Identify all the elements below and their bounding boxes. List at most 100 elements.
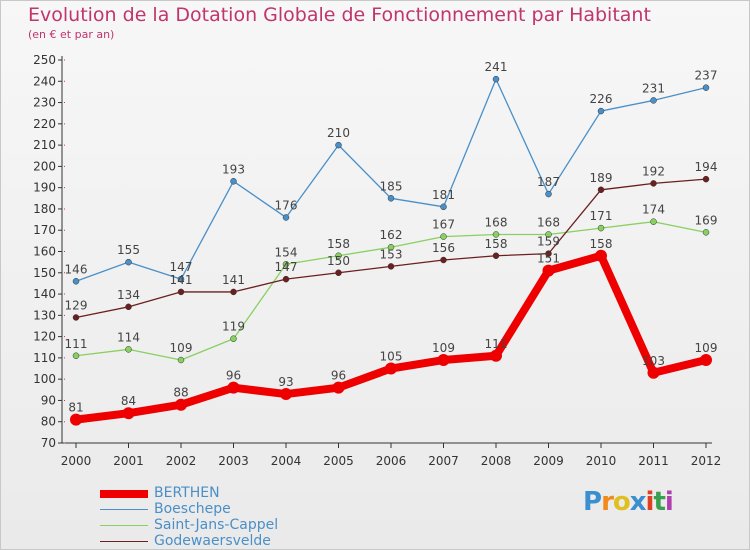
data-label: 168 [537,215,560,229]
data-label: 237 [695,69,718,83]
data-label: 171 [590,209,613,223]
data-label: 114 [117,330,140,344]
legend-label-godewaersvelde: Godewaersvelde [154,533,271,549]
data-point [280,388,292,401]
data-label: 93 [278,375,293,389]
chart-subtitle: (en € et par an) [28,28,115,41]
legend-label-saint-jans-cappel: Saint-Jans-Cappel [154,517,279,533]
data-label: 189 [590,171,613,185]
legend-swatch-boeschepe [100,509,148,510]
x-tick-label: 2005 [323,454,354,468]
x-tick-label: 2011 [638,454,669,468]
data-point [437,354,450,367]
y-tick-label: 140 [33,287,56,301]
data-label: 192 [642,164,665,178]
y-tick-label: 80 [41,415,56,429]
data-label: 185 [380,179,403,193]
data-label: 174 [642,203,665,217]
data-label: 231 [642,81,665,95]
data-point [492,231,500,238]
data-point [700,354,712,367]
data-point [650,97,657,104]
data-point [122,407,135,420]
data-label: 147 [170,260,193,274]
data-point [387,243,395,251]
proxiti-logo: Proxiti [583,487,674,517]
data-point [125,303,132,311]
data-point [72,314,80,321]
data-label: 210 [327,126,350,140]
data-label: 81 [68,401,83,415]
data-point [230,288,237,296]
data-label: 103 [642,354,665,368]
x-tick-label: 2003 [218,454,249,468]
data-point [230,178,237,185]
y-tick-label: 120 [33,330,56,344]
x-tick-label: 2004 [271,454,302,468]
logo-letter: o [612,487,631,517]
data-point [387,263,395,270]
x-tick-label: 2002 [166,454,197,468]
data-point [647,366,660,379]
data-point [282,275,290,283]
data-point [492,75,500,83]
data-label: 88 [173,386,188,400]
y-tick-label: 170 [33,223,56,237]
data-label: 151 [537,252,560,266]
data-label: 146 [65,262,88,276]
data-label: 84 [121,394,136,408]
y-tick-label: 210 [33,138,56,152]
y-tick-label: 90 [41,393,56,407]
data-label: 168 [485,215,508,229]
legend-swatch-saint-jans-cappel [100,525,148,526]
data-label: 129 [65,298,88,312]
logo-letter: t [653,487,665,517]
logo-letter: i [645,487,655,517]
data-point [440,203,447,211]
data-label: 150 [327,254,350,268]
data-label: 156 [432,241,455,255]
data-label: 169 [695,213,718,227]
logo-letter: i [664,487,674,517]
y-tick-label: 240 [33,74,56,88]
data-label: 167 [432,218,455,232]
data-point [597,186,605,194]
data-point [650,218,657,225]
data-label: 155 [117,243,140,257]
y-tick-label: 70 [41,436,56,450]
data-label: 111 [485,337,508,351]
y-tick-label: 200 [33,159,56,173]
data-point [125,258,132,266]
data-label: 111 [65,337,88,351]
data-point [227,381,240,394]
x-tick-label: 2006 [376,454,407,468]
data-label: 119 [222,320,245,334]
data-point [335,269,342,277]
data-label: 181 [432,188,455,202]
data-label: 159 [537,235,560,249]
data-label: 176 [275,198,298,212]
logo-letter: r [601,487,614,517]
data-label: 141 [222,273,245,287]
data-point [545,231,552,238]
legend-label-boeschepe: Boeschepe [154,501,231,517]
data-point [332,381,345,394]
data-label: 241 [485,60,508,74]
data-point [545,190,552,198]
data-point [440,256,447,264]
x-tick-label: 2008 [481,454,512,468]
data-point [702,229,710,236]
data-point [597,107,605,115]
y-tick-label: 190 [33,181,56,195]
x-tick-label: 2000 [61,454,92,468]
data-label: 141 [170,273,193,287]
data-label: 162 [380,228,403,242]
data-point [335,252,342,260]
data-label: 226 [590,92,613,106]
x-tick-label: 2012 [691,454,722,468]
data-label: 109 [695,341,718,355]
data-point [282,214,290,221]
data-label: 96 [226,369,241,383]
